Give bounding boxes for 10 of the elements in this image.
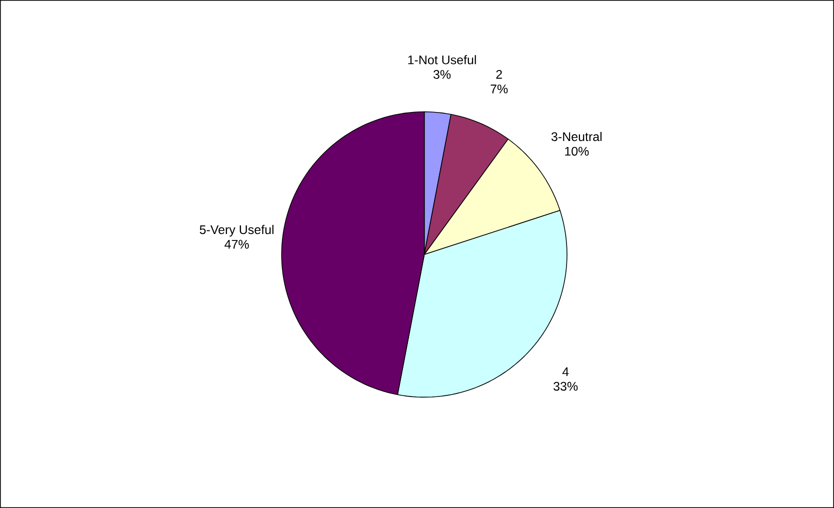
data-label: 3% [433,70,451,79]
data-label: 47% [224,240,249,249]
data-label: 10% [565,146,589,156]
slice-label: 1-Not Useful [408,55,476,64]
data-label: 33% [554,382,578,391]
data-label: 7% [490,84,508,94]
slice-label: 3-Neutral [551,132,602,142]
slice-label: 2 [496,70,502,79]
slice-label: 5-Very Useful [200,224,274,237]
slice-label: 4 [562,367,569,376]
